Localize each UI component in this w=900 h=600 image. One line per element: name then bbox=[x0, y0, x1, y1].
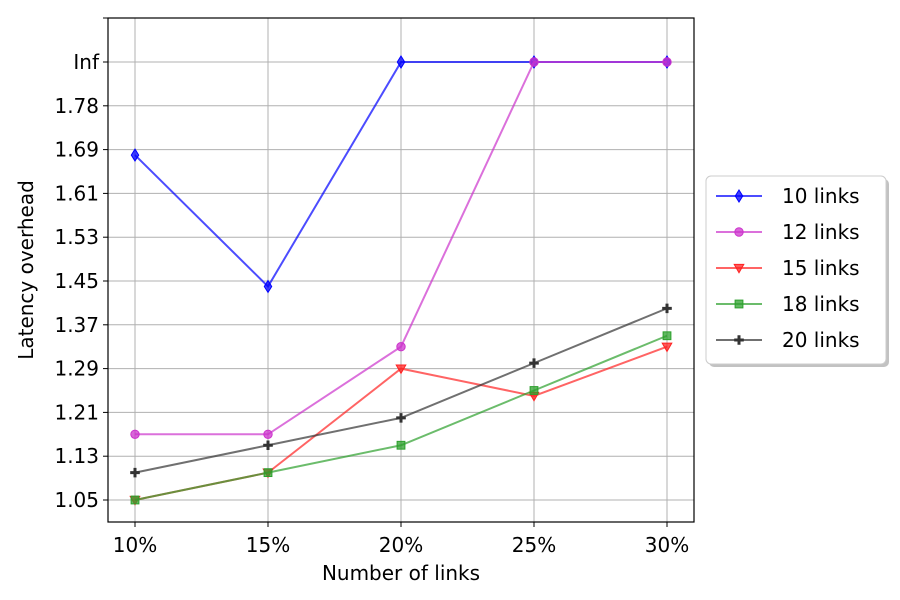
axis-ticks: 10% 15% 20% 25% 30% 1.05 1.13 1.21 1.29 1.37 1.45 1… bbox=[54, 17, 689, 557]
data-point bbox=[396, 413, 406, 423]
data-point bbox=[130, 495, 140, 505]
data-point bbox=[396, 342, 406, 352]
x-tick-label: 15% bbox=[246, 533, 290, 557]
y-tick-label: 1.21 bbox=[54, 400, 99, 424]
legend-item: 10 links bbox=[716, 184, 860, 208]
y-tick-label: 1.05 bbox=[54, 488, 99, 512]
x-tick-label: 30% bbox=[645, 533, 689, 557]
x-tick-label: 10% bbox=[113, 533, 157, 557]
data-point bbox=[529, 358, 539, 368]
x-tick-label: 25% bbox=[512, 533, 556, 557]
legend-item: 20 links bbox=[716, 328, 860, 352]
y-tick-label: 1.29 bbox=[54, 357, 99, 381]
data-point bbox=[395, 364, 407, 375]
series-layer bbox=[129, 55, 673, 506]
series-12-links bbox=[130, 57, 672, 439]
data-point bbox=[662, 303, 672, 314]
legend-label: 15 links bbox=[782, 256, 860, 280]
y-tick-label: 1.61 bbox=[54, 181, 99, 205]
y-tick-label: Inf bbox=[73, 50, 100, 74]
grid-lines bbox=[108, 18, 694, 522]
x-tick-label: 20% bbox=[379, 533, 423, 557]
legend-label: 12 links bbox=[782, 220, 860, 244]
y-tick-label: 1.13 bbox=[54, 444, 99, 468]
data-point bbox=[529, 57, 539, 67]
data-point bbox=[396, 440, 406, 450]
legend-label: 10 links bbox=[782, 184, 860, 208]
data-point bbox=[263, 429, 273, 439]
data-point bbox=[263, 468, 273, 478]
legend-item: 18 links bbox=[716, 292, 860, 316]
legend-box bbox=[705, 175, 887, 365]
data-point bbox=[263, 279, 273, 294]
data-point bbox=[130, 467, 140, 478]
data-point bbox=[130, 148, 140, 163]
data-point bbox=[734, 227, 744, 237]
y-tick-label: 1.53 bbox=[54, 225, 99, 249]
data-point bbox=[662, 331, 672, 341]
legend-item: 15 links bbox=[716, 256, 860, 280]
data-point bbox=[130, 429, 140, 439]
x-axis-title: Number of links bbox=[322, 561, 480, 585]
data-point bbox=[529, 386, 539, 395]
y-tick-label: 1.78 bbox=[54, 94, 99, 118]
data-point bbox=[662, 57, 672, 67]
legend-item: 12 links bbox=[716, 220, 860, 244]
y-tick-label: 1.69 bbox=[54, 138, 99, 162]
data-point bbox=[396, 55, 406, 69]
data-point bbox=[263, 440, 273, 451]
data-point bbox=[734, 299, 744, 309]
series-20-links bbox=[130, 303, 672, 478]
y-axis-title: Latency overhead bbox=[14, 180, 38, 360]
data-point bbox=[734, 189, 744, 203]
series-18-links bbox=[130, 331, 672, 505]
data-point bbox=[734, 335, 744, 345]
legend: 10 links 12 links 15 links 18 links 20 links bbox=[705, 175, 889, 367]
data-point bbox=[661, 342, 673, 353]
legend-label: 20 links bbox=[782, 328, 860, 352]
legend-label: 18 links bbox=[782, 292, 860, 316]
data-point bbox=[733, 263, 745, 274]
y-tick-label: 1.45 bbox=[54, 269, 99, 293]
y-tick-label: 1.37 bbox=[54, 313, 99, 337]
